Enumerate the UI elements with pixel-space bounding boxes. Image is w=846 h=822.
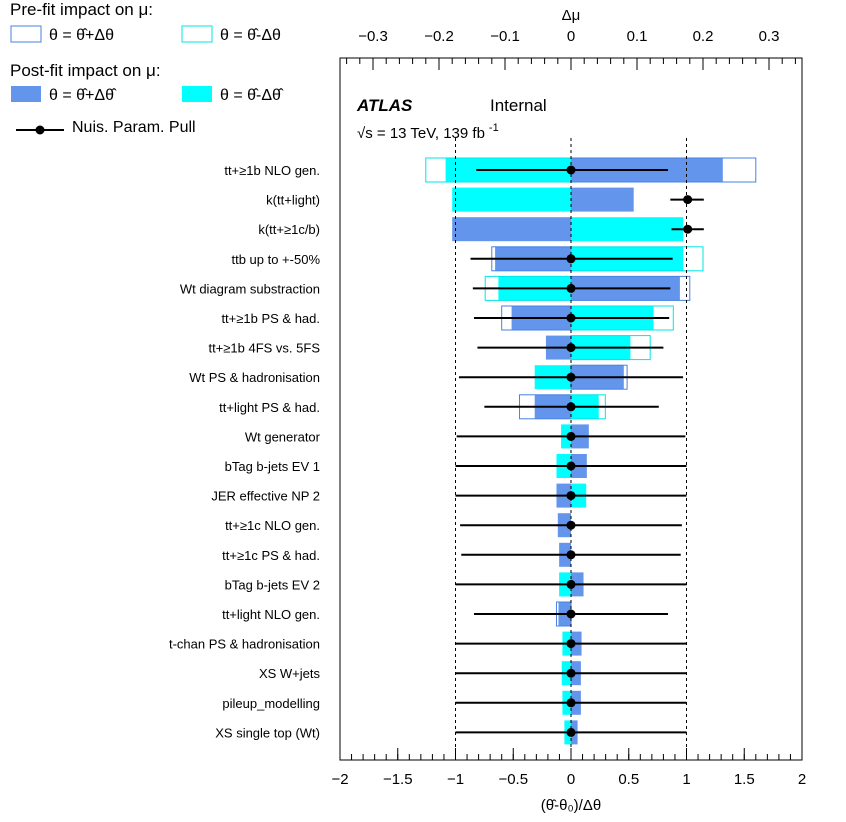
experiment-label: ATLAS xyxy=(356,96,413,115)
np-label: tt+≥1c NLO gen. xyxy=(225,518,320,533)
postfit-minus-bar xyxy=(571,217,684,242)
top-axis: −0.3 −0.2 −0.1 0 0.1 0.2 0.3 xyxy=(346,28,796,70)
bottom-tick-label: 0.5 xyxy=(618,771,639,788)
legend-pull-label: Nuis. Param. Pull xyxy=(72,119,196,136)
pull-marker xyxy=(566,313,576,323)
pull-marker xyxy=(566,668,576,678)
top-tick-label: 0.3 xyxy=(759,28,780,45)
postfit-plus-bar xyxy=(452,217,571,242)
pull-marker xyxy=(566,491,576,501)
top-tick-label: −0.1 xyxy=(490,28,520,45)
pull-marker xyxy=(566,165,576,175)
top-tick-label: 0.2 xyxy=(693,28,714,45)
np-label: XS single top (Wt) xyxy=(215,725,320,740)
legend-postfit-title: Post-fit impact on μ: xyxy=(10,61,161,80)
np-label: XS W+jets xyxy=(259,666,321,681)
np-label: Wt generator xyxy=(245,429,321,444)
np-label: k(tt+light) xyxy=(266,193,320,208)
np-labels: tt+≥1b NLO gen. k(tt+light) k(tt+≥1c/b) ttb… xyxy=(169,163,321,740)
bottom-axis: −2 −1.5 −1 −0.5 0 0.5 1 1.5 2 xyxy=(331,748,806,788)
np-label: t-chan PS & hadronisation xyxy=(169,637,320,652)
bottom-tick-label: 0 xyxy=(567,771,575,788)
legend-prefit-plus-label: θ = θ̂+Δθ xyxy=(49,27,114,44)
guide-lines xyxy=(455,138,687,760)
pull-marker xyxy=(566,254,576,264)
pull-marker xyxy=(683,224,693,234)
legend: Pre-fit impact on μ: θ = θ̂+Δθ θ = θ̂-Δθ… xyxy=(10,0,284,136)
top-tick-label: −0.2 xyxy=(424,28,454,45)
pull-marker xyxy=(566,461,576,471)
pull-marker xyxy=(566,550,576,560)
np-label: Wt PS & hadronisation xyxy=(189,370,320,385)
bottom-tick-label: 1.5 xyxy=(734,771,755,788)
legend-postfit-plus-label: θ = θ̂+Δθ̂ xyxy=(49,87,117,104)
pull-marker xyxy=(566,579,576,589)
bottom-tick-label: −0.5 xyxy=(498,771,528,788)
legend-prefit-minus-swatch xyxy=(181,25,213,43)
np-label: pileup_modelling xyxy=(222,696,320,711)
np-label: ttb up to +-50% xyxy=(231,252,320,267)
np-label: tt+≥1b NLO gen. xyxy=(224,163,320,178)
bottom-tick-label: 1 xyxy=(682,771,690,788)
postfit-plus-bar xyxy=(571,187,634,212)
bottom-tick-label: 2 xyxy=(798,771,806,788)
energy-text: √s = 13 TeV, 139 fb xyxy=(357,125,485,142)
top-tick-label: 0 xyxy=(567,28,575,45)
pull-marker xyxy=(683,195,693,205)
legend-postfit-plus-swatch xyxy=(11,86,41,102)
np-label: tt+light PS & had. xyxy=(219,400,320,415)
bottom-axis-title: (θ̂-θ₀)/Δθ xyxy=(541,797,601,814)
pull-marker xyxy=(566,639,576,649)
bottom-tick-label: −1 xyxy=(447,771,464,788)
legend-postfit-minus-swatch xyxy=(182,86,212,102)
np-label: tt+≥1c PS & had. xyxy=(222,548,320,563)
np-label: Wt diagram substraction xyxy=(180,281,320,296)
top-tick-label: 0.1 xyxy=(627,28,648,45)
pull-marker xyxy=(566,372,576,382)
legend-pull-marker xyxy=(35,125,45,135)
pull-marker xyxy=(566,283,576,293)
np-label: tt+light NLO gen. xyxy=(222,607,320,622)
energy-label: √s = 13 TeV, 139 fb -1 xyxy=(357,122,499,142)
np-label: JER effective NP 2 xyxy=(211,489,320,504)
np-label: tt+≥1b PS & had. xyxy=(221,311,320,326)
np-label: bTag b-jets EV 1 xyxy=(225,459,320,474)
np-label: tt+≥1b 4FS vs. 5FS xyxy=(208,341,320,356)
top-tick-label: −0.3 xyxy=(358,28,388,45)
top-axis-title: Δμ xyxy=(562,7,581,24)
bottom-tick-label: −2 xyxy=(331,771,348,788)
np-label: bTag b-jets EV 2 xyxy=(225,577,320,592)
pull-marker xyxy=(566,520,576,530)
impact-bars xyxy=(425,157,757,745)
pull-marker xyxy=(566,609,576,619)
energy-superscript: -1 xyxy=(489,122,499,134)
status-label: Internal xyxy=(490,96,547,115)
pull-marker xyxy=(566,343,576,353)
pull-marker xyxy=(566,402,576,412)
legend-postfit-minus-label: θ = θ̂-Δθ̂ xyxy=(220,87,284,104)
legend-prefit-title: Pre-fit impact on μ: xyxy=(10,0,153,19)
legend-prefit-plus-swatch xyxy=(10,25,42,43)
pull-markers xyxy=(455,165,704,737)
pull-marker xyxy=(566,431,576,441)
postfit-minus-bar xyxy=(452,187,571,212)
bottom-tick-label: −1.5 xyxy=(383,771,413,788)
pull-marker xyxy=(566,698,576,708)
pull-marker xyxy=(566,727,576,737)
np-label: k(tt+≥1c/b) xyxy=(258,222,320,237)
legend-prefit-minus-label: θ = θ̂-Δθ xyxy=(220,27,281,44)
